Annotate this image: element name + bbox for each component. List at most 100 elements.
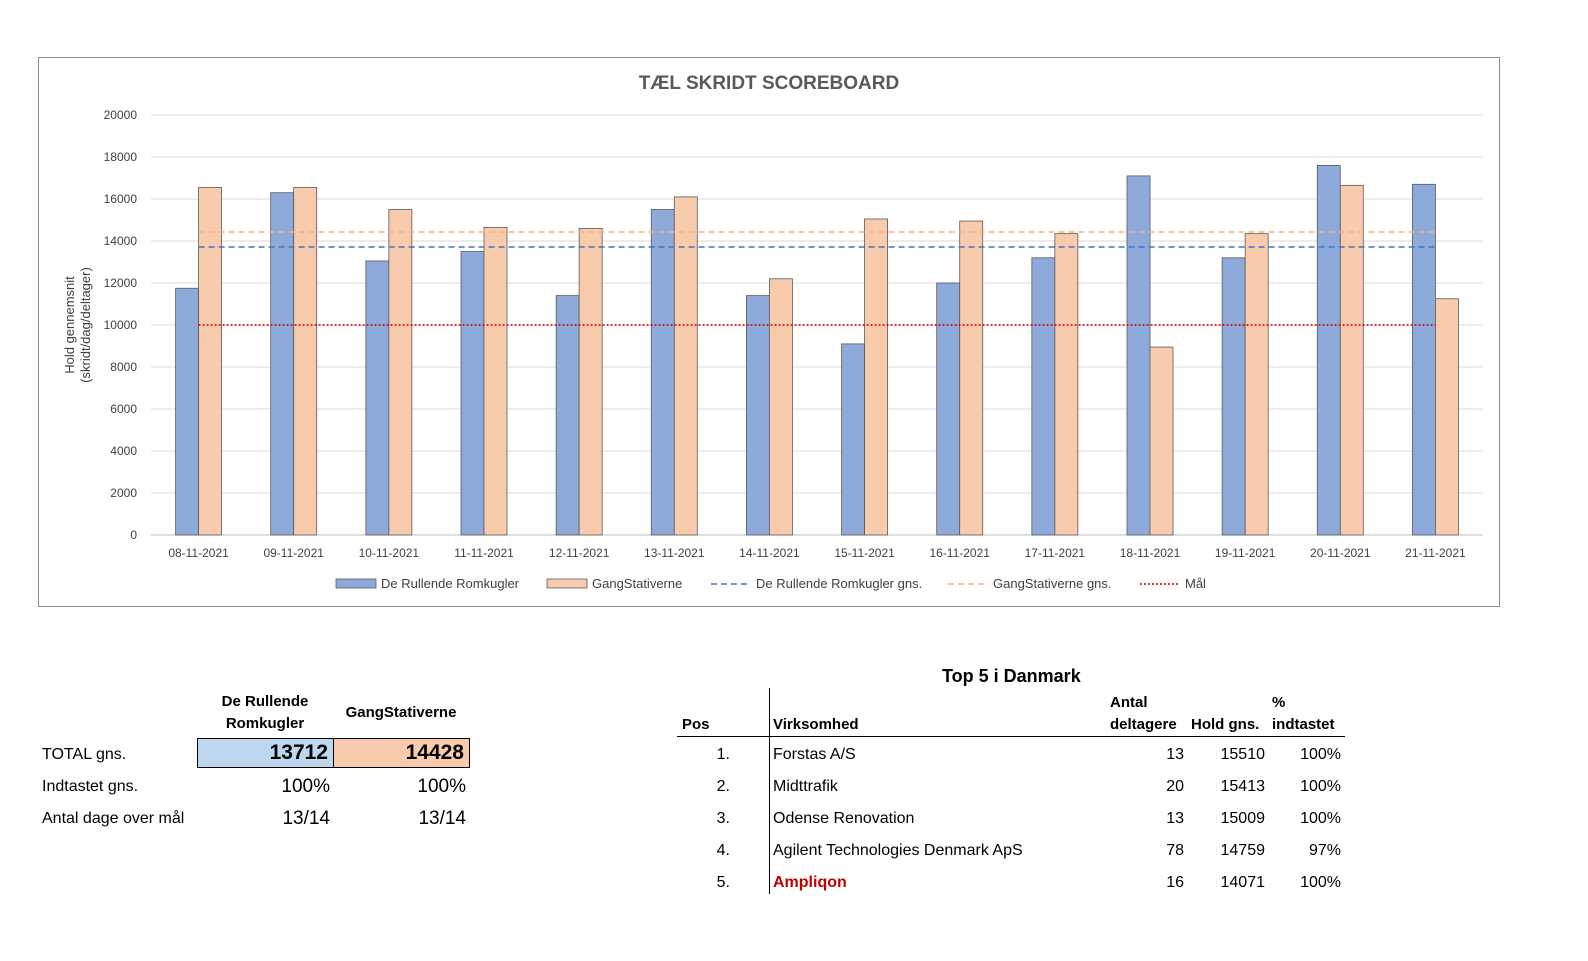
- bar-team1: [746, 295, 770, 536]
- legend-label-line: Mål: [1185, 576, 1206, 591]
- top5-pos: 1.: [716, 746, 730, 763]
- summary-col2-header: GangStativerne: [345, 704, 457, 721]
- bar-team1: [460, 251, 485, 536]
- top5-title: Top 5 i Danmark: [942, 666, 1081, 686]
- bar-team1: [1126, 175, 1151, 536]
- top5-company: Odense Renovation: [773, 810, 915, 827]
- bar-team2: [769, 278, 793, 536]
- summary-row-label-total: TOTAL gns.: [42, 746, 127, 763]
- top5-pct: 97%: [1308, 842, 1341, 859]
- bar-team1: [175, 287, 199, 536]
- y-tick-label: 18000: [104, 150, 138, 164]
- bar-team2: [198, 187, 222, 536]
- top5-pos: 4.: [716, 842, 730, 859]
- top5-participants: 78: [1166, 842, 1184, 859]
- days-over-goal-team2: 13/14: [418, 808, 466, 829]
- top5-participants: 16: [1166, 874, 1184, 891]
- days-over-goal-team1: 13/14: [282, 808, 330, 829]
- summary-col1-header-line1: De Rullende: [221, 693, 309, 710]
- top5-company: Agilent Technologies Denmark ApS: [773, 842, 1023, 859]
- entered-avg-team1: 100%: [281, 776, 330, 797]
- y-tick-label: 2000: [110, 486, 137, 500]
- y-tick-label: 6000: [110, 402, 137, 416]
- bar-team1: [1221, 257, 1246, 536]
- top5-company: Ampliqon: [773, 874, 847, 891]
- x-tick-label: 18-11-2021: [1120, 546, 1181, 560]
- bar-team1: [555, 295, 580, 536]
- top5-pct: 100%: [1300, 746, 1341, 763]
- y-axis-label-line: (skridt/dag/deltager): [78, 267, 93, 383]
- x-tick-label: 13-11-2021: [644, 546, 705, 560]
- top5-header-pct-line1: %: [1272, 694, 1286, 711]
- x-tick-label: 09-11-2021: [263, 546, 324, 560]
- bar-team2: [864, 218, 888, 536]
- bar-team1: [1412, 183, 1436, 536]
- legend-label-line: De Rullende Romkugler gns.: [756, 576, 922, 591]
- x-tick-label: 10-11-2021: [359, 546, 420, 560]
- bar-team2: [1149, 346, 1174, 536]
- bar-team1: [841, 343, 865, 536]
- top5-pos: 5.: [716, 874, 730, 891]
- bar-team2: [483, 226, 508, 536]
- top5-header-pos: Pos: [682, 716, 710, 733]
- bar-team1: [365, 260, 390, 536]
- top5-header-avg: Hold gns.: [1191, 716, 1260, 733]
- x-tick-label: 20-11-2021: [1310, 546, 1371, 560]
- x-tick-label: 12-11-2021: [549, 546, 610, 560]
- legend-label-series: GangStativerne: [592, 576, 682, 591]
- summary-col1-header-line2: Romkugler: [225, 715, 305, 732]
- total-avg-team1: 13712: [197, 738, 334, 768]
- top5-avg: 15413: [1220, 778, 1266, 795]
- legend-swatch-series: [546, 578, 588, 589]
- top5-pct: 100%: [1300, 810, 1341, 827]
- x-tick-label: 17-11-2021: [1025, 546, 1086, 560]
- bar-team2: [293, 187, 318, 536]
- top5-avg: 14759: [1220, 842, 1266, 859]
- top5-pct: 100%: [1300, 778, 1341, 795]
- entered-avg-team2: 100%: [417, 776, 466, 797]
- y-tick-label: 12000: [104, 276, 138, 290]
- x-tick-label: 15-11-2021: [834, 546, 895, 560]
- y-tick-label: 14000: [104, 234, 138, 248]
- bar-team2: [1435, 298, 1459, 536]
- y-tick-label: 20000: [104, 108, 138, 122]
- bar-team1: [650, 209, 675, 536]
- chart-canvas: TÆL SKRIDT SCOREBOARD 0 2000 4000 6000 8000 10…: [62, 73, 1483, 591]
- top5-avg: 15009: [1220, 810, 1266, 827]
- bar-team2: [959, 220, 984, 536]
- bar-team2: [673, 196, 698, 536]
- bar-team1: [1316, 165, 1341, 536]
- top5-header-participants-line1: Antal: [1110, 694, 1148, 711]
- scoreboard-chart: TÆL SKRIDT SCOREBOARD 0 2000 4000 6000 8000 10…: [38, 57, 1500, 607]
- top5-pos: 3.: [716, 810, 730, 827]
- top5-divider-horizontal: [677, 736, 1345, 737]
- top5-participants: 13: [1166, 746, 1184, 763]
- total-avg-team2: 14428: [333, 738, 470, 768]
- top5-header-pct-line2: indtastet: [1272, 716, 1335, 733]
- bar-team2: [1054, 233, 1079, 536]
- top5-pct: 100%: [1300, 874, 1341, 891]
- top5-header-participants-line2: deltagere: [1110, 716, 1177, 733]
- x-tick-label: 11-11-2021: [454, 546, 514, 560]
- legend-label-line: GangStativerne gns.: [993, 576, 1112, 591]
- chart-title: TÆL SKRIDT SCOREBOARD: [639, 73, 899, 94]
- top5-divider-vertical: [769, 688, 770, 894]
- y-tick-label: 0: [130, 528, 137, 542]
- y-tick-label: 16000: [104, 192, 138, 206]
- x-tick-label: 16-11-2021: [929, 546, 990, 560]
- y-tick-label: 8000: [110, 360, 137, 374]
- legend-label-series: De Rullende Romkugler: [381, 576, 520, 591]
- bar-team2: [1339, 184, 1364, 536]
- bar-team2: [1244, 233, 1269, 536]
- x-tick-label: 19-11-2021: [1215, 546, 1276, 560]
- summary-row-label-days: Antal dage over mål: [42, 810, 185, 827]
- bar-team1: [1031, 257, 1056, 536]
- top5-pos: 2.: [716, 778, 730, 795]
- bar-team2: [388, 209, 413, 536]
- y-tick-label: 10000: [104, 318, 138, 332]
- bar-team1: [270, 192, 295, 536]
- bar-team1: [936, 282, 961, 536]
- summary-col1-header: De Rullende Romkugler: [205, 691, 325, 735]
- x-tick-label: 21-11-2021: [1405, 546, 1466, 560]
- top5-avg: 14071: [1220, 874, 1266, 891]
